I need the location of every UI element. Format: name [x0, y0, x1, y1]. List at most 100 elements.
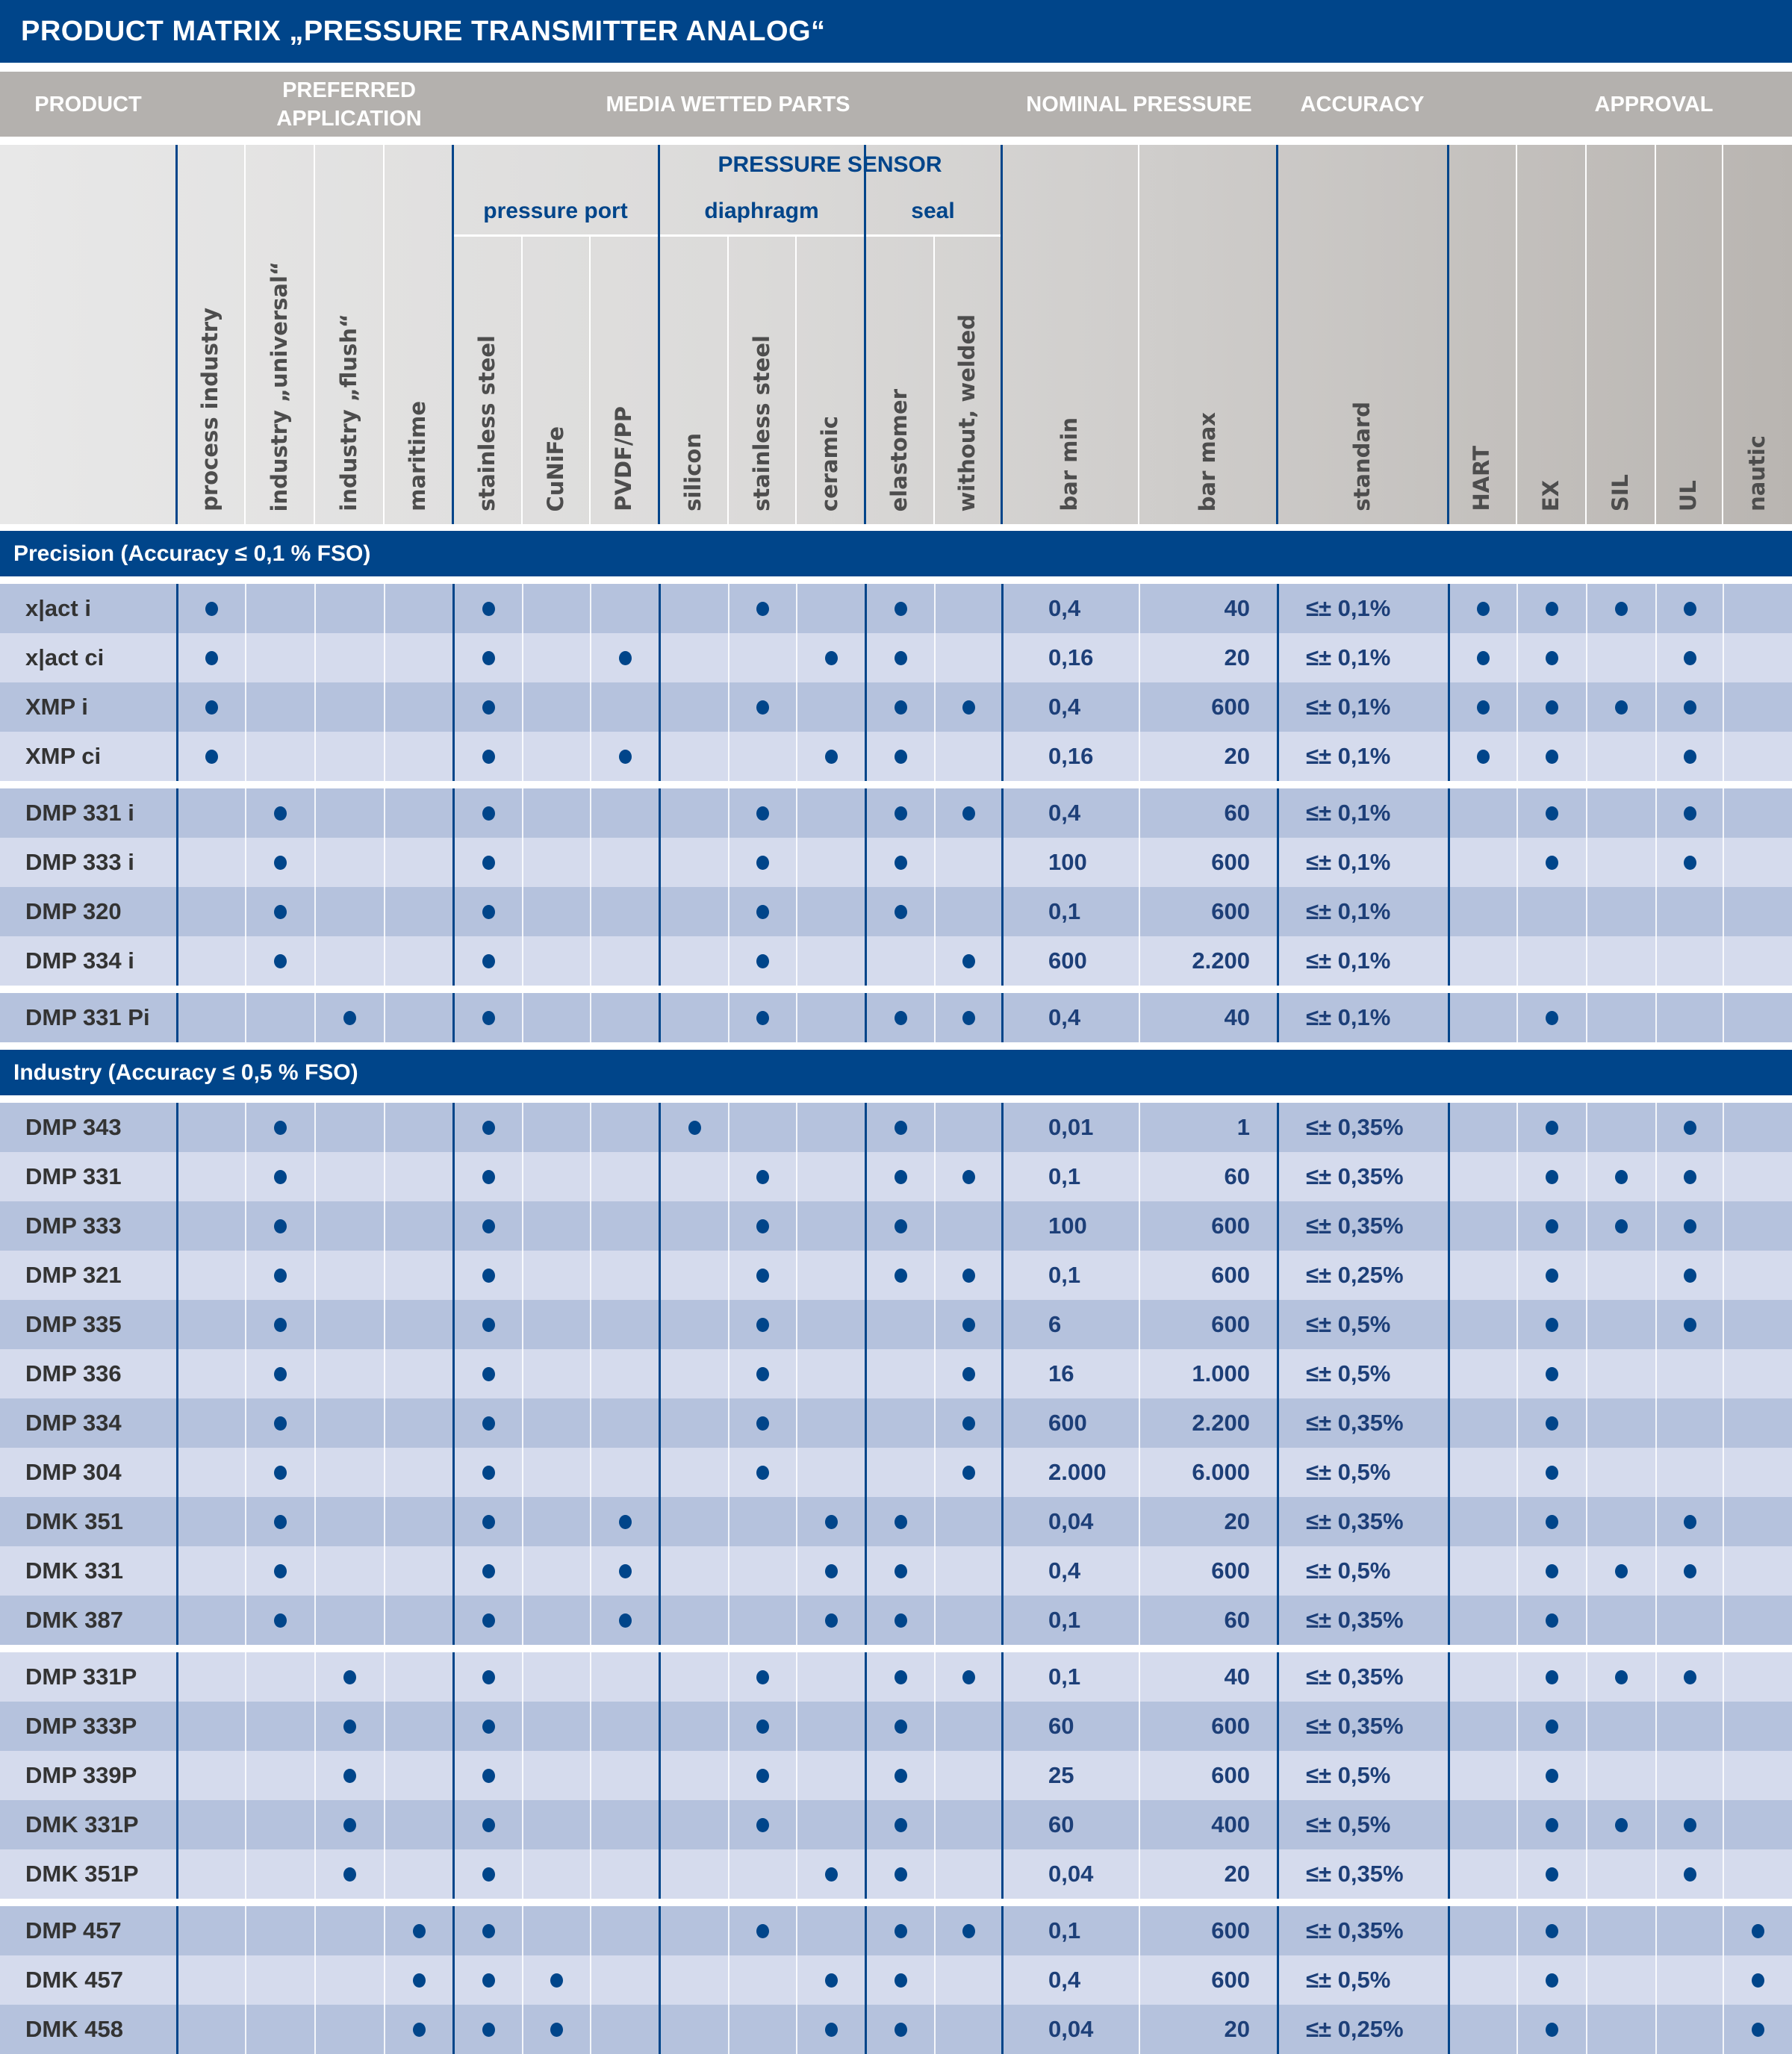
bar-min-value: 0,4	[1001, 1546, 1139, 1596]
column-divider	[589, 236, 591, 524]
bullet-icon	[894, 1219, 907, 1233]
bullet-icon	[688, 1120, 701, 1135]
subheader-pressure-sensor: PRESSURE SENSOR	[718, 152, 942, 177]
table-row: XMP i 0,4 600 ≤± 0,1%	[0, 682, 1792, 732]
feature-cell	[865, 1448, 934, 1497]
feature-cell	[865, 1103, 934, 1152]
bullet-icon	[274, 1169, 287, 1184]
accuracy-value: ≤± 0,35%	[1277, 1152, 1448, 1201]
product-name: DMP 331 i	[25, 800, 134, 826]
bullet-icon	[1546, 749, 1558, 764]
column-divider	[727, 236, 729, 524]
approval-cell	[1448, 2005, 1516, 2054]
accuracy-value: ≤± 0,5%	[1277, 1800, 1448, 1849]
feature-cell	[452, 682, 522, 732]
bullet-icon	[756, 904, 769, 919]
feature-cell	[314, 838, 384, 887]
bullet-icon	[894, 806, 907, 821]
feature-cell	[865, 1702, 934, 1751]
feature-cell	[176, 1398, 245, 1448]
feature-cell	[865, 1201, 934, 1251]
approval-cell	[1586, 1596, 1655, 1645]
product-name: DMP 339P	[25, 1762, 137, 1788]
bullet-icon	[962, 1268, 975, 1283]
approval-cell	[1586, 1152, 1655, 1201]
bar-max-value: 6.000	[1139, 1448, 1277, 1497]
feature-cell	[452, 1103, 522, 1152]
feature-cell	[245, 1448, 314, 1497]
bullet-icon	[756, 1719, 769, 1734]
feature-cell	[865, 1849, 934, 1899]
product-name: DMP 331P	[25, 1664, 137, 1690]
bar-min-value: 0,01	[1001, 1103, 1139, 1152]
accuracy-value: ≤± 0,5%	[1277, 1546, 1448, 1596]
approval-cell	[1655, 1849, 1723, 1899]
bullet-icon	[894, 1669, 907, 1684]
feature-cell	[176, 584, 245, 633]
feature-cell	[522, 1751, 590, 1800]
feature-cell	[590, 1955, 659, 2005]
table-row: XMP ci 0,16 20 ≤± 0,1%	[0, 732, 1792, 781]
bar-min-value: 0,1	[1001, 1652, 1139, 1702]
approval-cell	[1723, 1398, 1792, 1448]
column-label-ul: UL	[1676, 479, 1701, 511]
feature-cell	[590, 1152, 659, 1201]
approval-cell	[1723, 682, 1792, 732]
bar-min-value: 0,4	[1001, 993, 1139, 1042]
feature-cell	[384, 1849, 452, 1899]
column-label-bar-max: bar max	[1194, 411, 1220, 511]
feature-cell	[659, 1201, 728, 1251]
approval-cell	[1448, 1349, 1516, 1398]
feature-cell	[796, 1596, 865, 1645]
subheader-pressure-port: pressure port	[483, 199, 628, 223]
column-divider	[452, 145, 454, 524]
bullet-icon	[482, 1416, 495, 1431]
feature-cell	[934, 1652, 1001, 1702]
bullet-icon	[894, 1768, 907, 1783]
approval-cell	[1723, 732, 1792, 781]
feature-cell	[522, 838, 590, 887]
feature-cell	[522, 1702, 590, 1751]
column-label-elastomer: elastomer	[886, 388, 912, 511]
feature-cell	[452, 1849, 522, 1899]
product-name: DMK 351P	[25, 1861, 139, 1887]
accuracy-value: ≤± 0,35%	[1277, 1702, 1448, 1751]
bullet-icon	[274, 1465, 287, 1480]
approval-cell	[1448, 1702, 1516, 1751]
column-label-maritime: maritime	[405, 401, 430, 511]
column-divider	[864, 145, 866, 524]
feature-cell	[522, 1300, 590, 1349]
approval-cell	[1586, 1955, 1655, 2005]
feature-cell	[934, 1546, 1001, 1596]
feature-cell	[728, 1349, 796, 1398]
bar-min-value: 0,04	[1001, 1497, 1139, 1546]
feature-cell	[934, 1497, 1001, 1546]
feature-cell	[934, 1751, 1001, 1800]
feature-cell	[796, 1448, 865, 1497]
accuracy-value: ≤± 0,1%	[1277, 788, 1448, 838]
bullet-icon	[618, 1514, 632, 1529]
feature-cell	[452, 1251, 522, 1300]
column-divider	[1585, 145, 1587, 524]
feature-cell	[659, 1751, 728, 1800]
approval-cell	[1586, 682, 1655, 732]
approval-cell	[1723, 1849, 1792, 1899]
approval-cell	[1516, 1152, 1586, 1201]
approval-cell	[1723, 1702, 1792, 1751]
feature-cell	[728, 633, 796, 682]
approval-cell	[1655, 2005, 1723, 2054]
bullet-icon	[412, 2022, 426, 2037]
bar-min-value: 0,1	[1001, 1251, 1139, 1300]
table-row: DMP 334 600 2.200 ≤± 0,35%	[0, 1398, 1792, 1448]
feature-cell	[522, 2005, 590, 2054]
feature-cell	[728, 1849, 796, 1899]
table-row: DMK 331 0,4 600 ≤± 0,5%	[0, 1546, 1792, 1596]
feature-cell	[452, 1906, 522, 1955]
bullet-icon	[1546, 1923, 1558, 1938]
feature-cell	[728, 1955, 796, 2005]
bar-min-value: 16	[1001, 1349, 1139, 1398]
page-title: PRODUCT MATRIX „PRESSURE TRANSMITTER ANA…	[0, 0, 1792, 63]
bullet-icon	[1683, 855, 1696, 870]
table-row: DMP 331 i 0,4 60 ≤± 0,1%	[0, 788, 1792, 838]
column-divider	[175, 145, 178, 524]
